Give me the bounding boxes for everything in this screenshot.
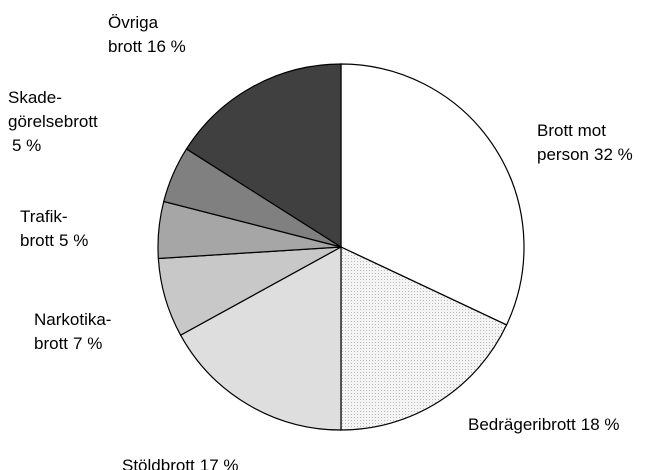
slice-label-line: Trafik- — [20, 207, 68, 226]
slice-label-line: Stöldbrott — [122, 456, 195, 470]
slice-label-line: brott — [34, 334, 68, 353]
slice-label-line: Bedrägeribrott — [468, 415, 576, 434]
slice-value-label: 18 % — [581, 415, 620, 434]
slice-value-label: 7 % — [73, 334, 102, 353]
slice-label-line: brott — [108, 37, 142, 56]
slice-label: Skade-görelsebrott 5 % — [8, 88, 98, 155]
slice-label-line: person — [537, 145, 589, 164]
slice-value-label: 17 % — [200, 456, 239, 470]
pie-slice — [185, 63, 342, 249]
slice-value-label: 32 % — [594, 145, 633, 164]
slice-label-line: brott — [20, 231, 54, 250]
pie-slice — [340, 63, 525, 326]
slice-label: Övriga brott 16 % — [108, 13, 186, 56]
slice-label-line: Narkotika- — [34, 310, 111, 329]
slice-value-label: 5 % — [59, 231, 88, 250]
slice-label-line: Övriga — [108, 13, 159, 32]
slice-label-line: görelsebrott — [8, 112, 98, 131]
slice-label: Bedrägeribrott 18 % — [468, 415, 619, 434]
pie-slice — [340, 246, 508, 431]
slice-label-line: Brott mot — [537, 121, 606, 140]
slice-label: Trafik-brott 5 % — [20, 207, 88, 250]
slice-label: Brott mot person 32 % — [537, 121, 633, 164]
pie-slice — [179, 245, 342, 431]
slice-value-label: 16 % — [147, 37, 186, 56]
slice-label: Narkotika-brott 7 % — [34, 310, 111, 353]
slice-value-label: 5 % — [12, 136, 41, 155]
slice-label-line: Skade- — [8, 88, 62, 107]
slice-label: Stöldbrott 17 % — [122, 456, 239, 470]
